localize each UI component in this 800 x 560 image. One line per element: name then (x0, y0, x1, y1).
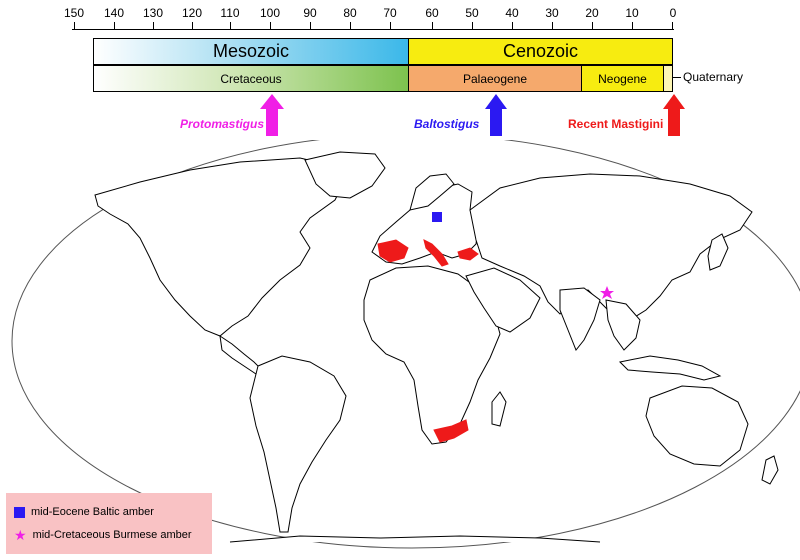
arabia-landmass (465, 267, 541, 333)
period-label: Palaeogene (462, 71, 528, 86)
protomastigus-arrow-icon (260, 94, 284, 136)
japan-landmass (707, 233, 729, 271)
southeast-asia-landmass (605, 299, 641, 351)
era-label: Cenozoic (502, 41, 579, 61)
tick-label: 80 (343, 6, 357, 20)
arrow-label-baltostigus: Baltostigus (414, 117, 480, 131)
legend: mid-Eocene Baltic amber ★ mid-Cretaceous… (6, 493, 212, 554)
period-label-quaternary: Quaternary (683, 70, 744, 84)
tick-label: 120 (181, 6, 203, 20)
recent-distribution (377, 239, 479, 443)
arrow-label-recent-mastigini: Recent Mastigini (568, 117, 664, 131)
tick-label: 10 (625, 6, 639, 20)
tick-label: 40 (505, 6, 519, 20)
arrow-label-protomastigus: Protomastigus (180, 117, 265, 131)
blue-square-icon (14, 506, 25, 518)
asia-landmass (469, 173, 753, 321)
tick-mark (552, 22, 553, 30)
tick-mark (632, 22, 633, 30)
tick-label: 30 (545, 6, 559, 20)
tick-label: 140 (103, 6, 125, 20)
period-quaternary-bar (663, 65, 673, 92)
south-africa-range-marker (433, 419, 469, 443)
magenta-star-icon: ★ (14, 526, 27, 543)
arrows-layer (260, 94, 685, 136)
tick-label: 60 (425, 6, 439, 20)
legend-item-burmese: ★ mid-Cretaceous Burmese amber (14, 526, 192, 543)
tick-label: 130 (142, 6, 164, 20)
legend-label: mid-Eocene Baltic amber (31, 506, 154, 518)
tick-mark (74, 22, 75, 30)
tick-mark (672, 22, 673, 30)
tick-label: 50 (465, 6, 479, 20)
tick-label: 150 (63, 6, 85, 20)
period-label: Neogene (598, 71, 647, 86)
madagascar-landmass (491, 391, 507, 427)
tick-mark (310, 22, 311, 30)
tick-mark (270, 22, 271, 30)
recent-mastigini-arrow-icon (663, 94, 685, 136)
tick-mark (592, 22, 593, 30)
legend-item-baltic: mid-Eocene Baltic amber (14, 506, 154, 518)
timeline-axis-line (72, 29, 674, 30)
iberia-range-marker (377, 239, 409, 263)
tick-label: 20 (585, 6, 599, 20)
period-label: Cretaceous (220, 71, 282, 86)
burmese-amber-marker-icon (600, 286, 614, 299)
world-map (11, 140, 800, 549)
legend-label: mid-Cretaceous Burmese amber (32, 529, 192, 541)
new-zealand-landmass (761, 455, 779, 485)
tick-mark (472, 22, 473, 30)
tick-mark (350, 22, 351, 30)
tick-mark (230, 22, 231, 30)
continents (94, 151, 779, 543)
quaternary-leader-line (673, 77, 681, 78)
era-cenozoic: Cenozoic (408, 38, 673, 65)
greenland-landmass (304, 151, 386, 199)
italy-range-marker (423, 239, 449, 267)
tick-mark (432, 22, 433, 30)
period-neogene: Neogene (581, 65, 664, 92)
era-mesozoic: Mesozoic (93, 38, 409, 65)
tick-label: 90 (303, 6, 317, 20)
tick-label: 100 (259, 6, 281, 20)
tick-mark (192, 22, 193, 30)
antarctica-landmass (229, 535, 601, 543)
tick-mark (512, 22, 513, 30)
scandinavia-landmass (409, 173, 455, 211)
baltic-amber-marker-icon (432, 212, 442, 222)
australia-landmass (645, 385, 749, 467)
india-landmass (559, 287, 601, 351)
era-label: Mesozoic (212, 41, 290, 61)
tick-label: 70 (383, 6, 397, 20)
tick-label: 0 (669, 6, 677, 20)
baltostigus-arrow-icon (485, 94, 507, 136)
south-america-landmass (249, 355, 347, 533)
tick-label: 110 (220, 6, 240, 20)
tick-mark (153, 22, 154, 30)
period-cretaceous: Cretaceous (93, 65, 409, 92)
indonesia-landmass (618, 355, 722, 381)
tick-mark (390, 22, 391, 30)
balkans-range-marker (457, 247, 479, 261)
period-palaeogene: Palaeogene (408, 65, 582, 92)
tick-mark (114, 22, 115, 30)
